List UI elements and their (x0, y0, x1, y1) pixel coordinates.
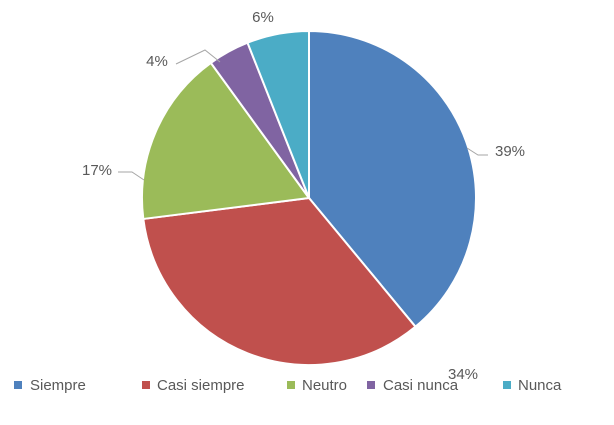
legend-label: Neutro (302, 377, 347, 394)
legend-label: Casi siempre (157, 377, 245, 394)
leader-line (466, 147, 488, 156)
pie-slice (141, 61, 311, 221)
legend-marker (287, 381, 295, 389)
data-label: 39% (495, 143, 525, 160)
legend-label: Nunca (518, 377, 562, 394)
pie-slice (308, 29, 478, 329)
legend-marker (14, 381, 22, 389)
legend-marker (367, 381, 375, 389)
legend-marker (142, 381, 150, 389)
legend-label: Siempre (30, 377, 86, 394)
data-label: 6% (252, 9, 274, 26)
leader-line (118, 171, 145, 181)
data-label: 34% (448, 366, 478, 383)
pie-slice (246, 29, 310, 199)
leader-line (175, 49, 221, 65)
legend-marker (503, 381, 511, 389)
data-label: 4% (146, 53, 168, 70)
data-label: 17% (82, 162, 112, 179)
legend-label: Casi nunca (383, 377, 459, 394)
pie-slice (142, 196, 417, 366)
